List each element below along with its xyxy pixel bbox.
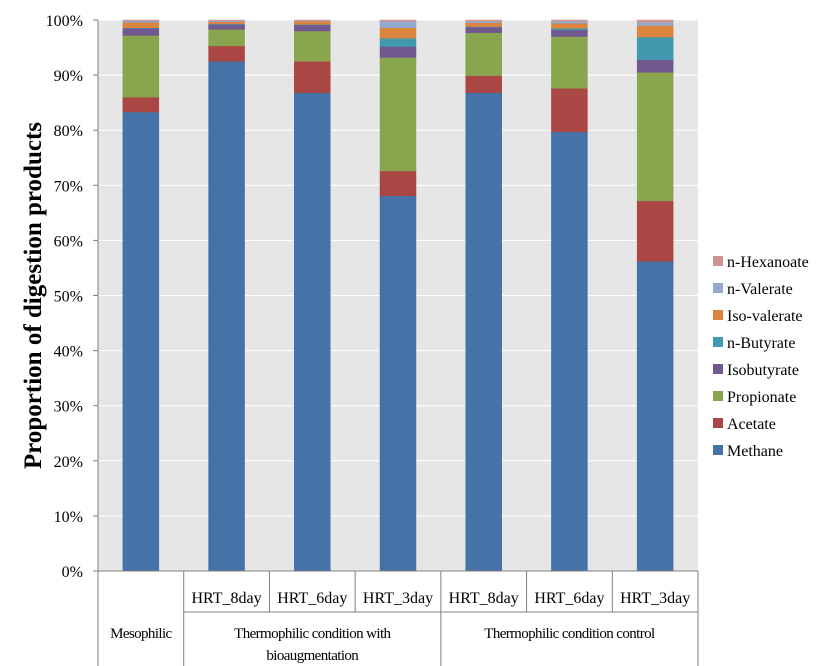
y-tick-label: 40% — [54, 344, 83, 361]
legend-label: n-Butyrate — [727, 335, 795, 352]
legend-swatch — [713, 364, 723, 374]
legend-swatch — [713, 283, 723, 293]
bar-segment-isobutyrate — [294, 24, 331, 32]
bar-segment-acetate — [465, 75, 502, 93]
bar-segment-methane — [379, 195, 417, 572]
bar-segment-isobutyrate — [208, 24, 245, 30]
y-tick-label: 70% — [54, 178, 83, 195]
bar-segment-iso-valerate — [379, 27, 417, 39]
category-label: HRT_3day — [363, 590, 433, 607]
legend-label: Iso-valerate — [727, 308, 803, 325]
category-label: HRT_3day — [620, 590, 690, 607]
bar-segment-iso-valerate — [551, 23, 588, 29]
legend-label: Methane — [727, 443, 783, 460]
legend-swatch — [713, 337, 723, 347]
bar-segment-methane — [551, 131, 588, 572]
y-tick-label: 20% — [54, 454, 83, 471]
bar-segment-propionate — [379, 57, 417, 172]
bar-segment-methane — [465, 92, 502, 572]
bar-segment-n-butyrate — [636, 36, 674, 60]
y-tick-label: 90% — [54, 68, 83, 85]
y-tick-label: 0% — [62, 564, 83, 581]
legend: n-Hexanoate n-Valerate Iso-valerate n-Butyr… — [713, 254, 809, 460]
y-tick-label: 50% — [54, 289, 83, 306]
bar-segment-acetate — [379, 170, 417, 197]
legend-swatch — [713, 391, 723, 401]
legend-label: n-Valerate — [727, 281, 793, 298]
bar-segment-isobutyrate — [379, 46, 417, 58]
bar-segment-iso-valerate — [208, 21, 245, 25]
bars — [122, 19, 674, 572]
bar-segment-methane — [294, 92, 331, 572]
bar-segment-propionate — [294, 30, 331, 62]
bar-segment-n-hexanoate — [122, 19, 160, 21]
category-labels: HRT_8day HRT_6day HRT_3day HRT_8day HRT_6day… — [97, 571, 699, 666]
bar-segment-n-hexanoate — [208, 19, 245, 21]
bar-segment-acetate — [294, 61, 331, 93]
bar-segment-n-hexanoate — [465, 19, 502, 22]
y-tick-labels: 0% 10% 20% 30% 40% 50% 60% 70% 80% 90% 100% — [46, 13, 83, 581]
group-label: Mesophilic — [110, 626, 172, 642]
y-tick-label: 10% — [54, 509, 83, 526]
bar-segment-iso-valerate — [465, 22, 502, 27]
bar-segment-n-hexanoate — [636, 19, 674, 23]
legend-swatch — [713, 418, 723, 428]
bar-segment-propionate — [636, 72, 674, 201]
bar-segment-isobutyrate — [122, 28, 160, 36]
legend-label: Propionate — [727, 389, 796, 406]
y-axis-title: Proportion of digestion products — [20, 122, 47, 469]
bar-segment-n-valerate — [551, 20, 588, 24]
group-label-line2: bioaugmentation — [266, 648, 359, 664]
y-tick-label: 60% — [54, 233, 83, 250]
bar-segment-isobutyrate — [551, 29, 588, 37]
bar-segment-n-hexanoate — [379, 19, 417, 22]
bar-segment-iso-valerate — [122, 21, 160, 28]
bar-segment-methane — [636, 261, 674, 572]
bar-segment-methane — [122, 111, 160, 572]
bar-segment-iso-valerate — [636, 25, 674, 38]
group-label-line1: Thermophilic condition with — [234, 626, 391, 642]
bar-segment-propionate — [551, 36, 588, 89]
legend-swatch — [713, 445, 723, 455]
bar-segment-propionate — [208, 29, 245, 47]
bar-segment-isobutyrate — [465, 26, 502, 33]
bar-segment-acetate — [208, 45, 245, 62]
bar-segment-n-hexanoate — [294, 19, 331, 21]
bar-segment-acetate — [551, 88, 588, 133]
bar-segment-propionate — [465, 32, 502, 76]
bar-segment-acetate — [122, 96, 160, 113]
group-label: Thermophilic condition control — [484, 626, 655, 642]
bar-segment-n-valerate — [379, 20, 417, 28]
y-tick-label: 30% — [54, 399, 83, 416]
legend-label: Acetate — [727, 416, 776, 433]
y-tick-label: 100% — [46, 13, 83, 30]
legend-label: n-Hexanoate — [727, 254, 809, 271]
category-label: HRT_6day — [534, 590, 604, 607]
bar-segment-methane — [208, 61, 245, 572]
category-label: HRT_6day — [277, 590, 347, 607]
bar-segment-isobutyrate — [636, 59, 674, 73]
bar-segment-n-butyrate — [379, 37, 417, 47]
category-label: HRT_8day — [192, 590, 262, 607]
legend-label: Isobutyrate — [727, 362, 799, 379]
legend-swatch — [713, 310, 723, 320]
bar-segment-propionate — [122, 35, 160, 98]
bar-segment-iso-valerate — [294, 20, 331, 25]
axes — [93, 19, 698, 572]
bar-segment-acetate — [636, 200, 674, 262]
legend-swatch — [713, 256, 723, 266]
y-tick-label: 80% — [54, 123, 83, 140]
bar-segment-n-valerate — [636, 21, 674, 26]
bar-segment-n-hexanoate — [551, 19, 588, 22]
category-label: HRT_8day — [449, 590, 519, 607]
